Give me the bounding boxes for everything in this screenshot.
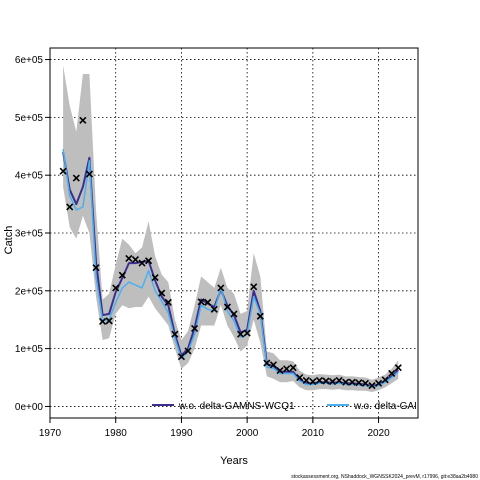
observed-point bbox=[256, 312, 264, 320]
legend-label-1: w.o. delta-GAMNS-WCQ1 bbox=[178, 401, 295, 412]
observed-point bbox=[230, 310, 238, 318]
observed-point bbox=[361, 379, 369, 387]
y-tick-label: 6e+05 bbox=[15, 55, 44, 66]
legend-label-2: w.o. delta-GAI bbox=[353, 401, 417, 412]
observed-point bbox=[197, 298, 205, 306]
observed-point bbox=[92, 264, 100, 272]
observed-point bbox=[151, 273, 159, 282]
observed-point bbox=[112, 284, 120, 292]
observed-point bbox=[276, 367, 284, 375]
y-tick-label: 4e+05 bbox=[15, 171, 44, 182]
observed-point bbox=[375, 379, 383, 387]
observed-point bbox=[131, 256, 139, 264]
observed-point bbox=[269, 361, 277, 369]
observed-point bbox=[79, 116, 87, 124]
observed-point bbox=[158, 289, 166, 297]
y-tick-label: 3e+05 bbox=[15, 229, 44, 240]
observed-point bbox=[210, 305, 218, 313]
observed-point bbox=[118, 271, 126, 279]
x-tick-label: 1980 bbox=[105, 428, 128, 439]
observed-point bbox=[289, 364, 297, 372]
observed-point bbox=[355, 379, 363, 387]
observed-point bbox=[138, 259, 146, 267]
observed-point bbox=[204, 298, 212, 306]
observed-point bbox=[309, 378, 317, 386]
observed-point bbox=[177, 353, 185, 361]
x-axis-title: Years bbox=[220, 455, 248, 467]
observed-point bbox=[66, 203, 74, 211]
observed-point bbox=[302, 376, 310, 384]
observed-point bbox=[125, 254, 133, 263]
observed-point bbox=[164, 298, 172, 306]
observed-point bbox=[250, 283, 258, 291]
observed-point bbox=[348, 378, 356, 386]
observed-point bbox=[145, 257, 153, 265]
confidence-band-layer bbox=[63, 65, 399, 393]
observed-point bbox=[105, 317, 113, 325]
observed-point bbox=[335, 376, 343, 384]
observed-point bbox=[243, 329, 251, 337]
legend: w.o. delta-GAMNS-WCQ1 w.o. delta-GAI bbox=[152, 401, 417, 412]
observed-point bbox=[329, 378, 337, 386]
observed-point bbox=[283, 365, 291, 373]
x-axis: 1970 1980 1990 2000 2010 2020 bbox=[39, 418, 390, 439]
observed-point bbox=[368, 382, 376, 390]
observed-point bbox=[217, 284, 225, 292]
observed-point bbox=[99, 317, 107, 326]
grid-lines bbox=[49, 48, 418, 418]
footer-note: stockassessment.org, NShaddock_WGNSSK202… bbox=[291, 474, 478, 480]
x-tick-label: 2020 bbox=[367, 428, 390, 439]
series-line-2 bbox=[62, 149, 399, 388]
observed-point bbox=[388, 369, 396, 378]
observed-point bbox=[171, 330, 179, 338]
observed-point bbox=[85, 170, 93, 178]
observed-point bbox=[184, 347, 192, 355]
observed-point bbox=[237, 330, 245, 338]
series-lines-layer bbox=[62, 149, 399, 388]
observed-point bbox=[315, 376, 323, 384]
y-axis-title: Catch bbox=[3, 226, 15, 255]
x-tick-label: 1970 bbox=[39, 428, 62, 439]
series-line-1 bbox=[62, 151, 399, 388]
y-tick-label: 0e+00 bbox=[15, 402, 44, 413]
observed-point bbox=[296, 373, 304, 382]
x-tick-label: 2000 bbox=[236, 428, 259, 439]
y-tick-label: 1e+05 bbox=[15, 344, 44, 355]
y-axis: 0e+00 1e+05 2e+05 3e+05 4e+05 5e+05 6e+05 bbox=[15, 55, 50, 413]
y-tick-label: 2e+05 bbox=[15, 286, 44, 297]
y-tick-label: 5e+05 bbox=[15, 113, 44, 124]
observed-points-layer bbox=[59, 116, 402, 390]
x-tick-label: 2010 bbox=[302, 428, 325, 439]
observed-point bbox=[263, 359, 271, 367]
x-tick-label: 1990 bbox=[170, 428, 193, 439]
observed-point bbox=[322, 377, 330, 385]
observed-point bbox=[59, 167, 67, 175]
confidence-band bbox=[63, 65, 399, 393]
observed-point bbox=[72, 174, 80, 182]
observed-point bbox=[342, 378, 350, 386]
observed-point bbox=[381, 376, 389, 384]
observed-point bbox=[191, 324, 199, 332]
observed-point bbox=[223, 303, 231, 311]
observed-point bbox=[394, 364, 402, 372]
